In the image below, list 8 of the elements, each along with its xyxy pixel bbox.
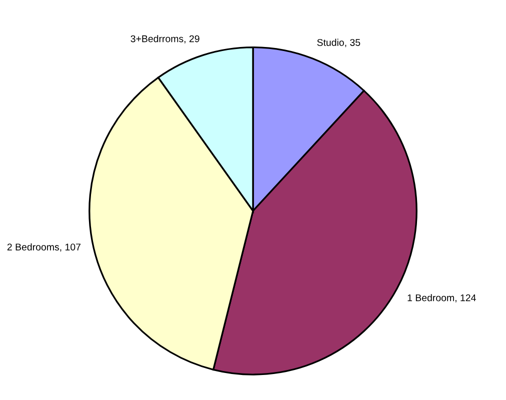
slice-label: 3+Bedrroms: [130, 35, 184, 42]
slice-label: Studio: [317, 38, 344, 46]
slice-label: 2 Bedrooms: [7, 243, 60, 250]
slice-label: 1 Bedroom: [408, 294, 454, 302]
data-label: , 124: [455, 294, 476, 302]
data-label: , 35: [345, 39, 360, 48]
data-label: , 107: [60, 244, 80, 252]
data-label: , 29: [184, 35, 200, 44]
